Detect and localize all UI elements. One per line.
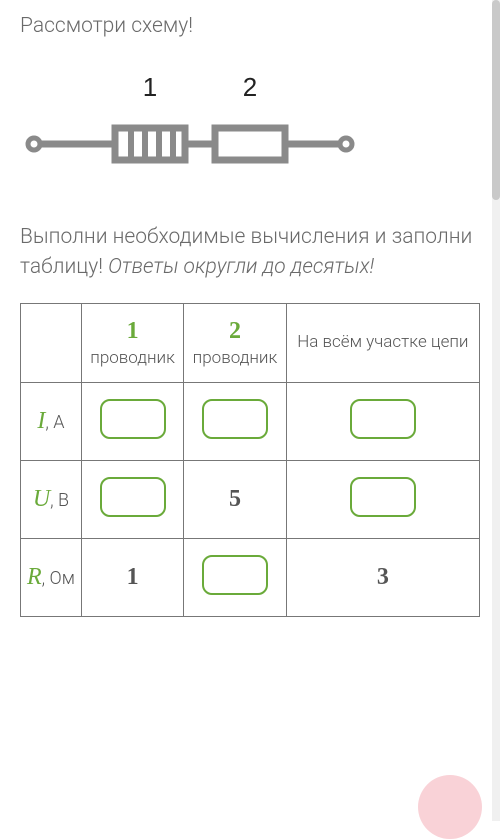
cell-U-2: 5 bbox=[184, 460, 286, 538]
input-U-3[interactable] bbox=[350, 477, 416, 517]
header-col-2-sub: проводник bbox=[190, 348, 279, 368]
cell-I-1 bbox=[81, 382, 183, 460]
symbol-U: U bbox=[33, 486, 50, 512]
resistor-1-label: 1 bbox=[143, 72, 157, 102]
resistor-2-label: 2 bbox=[243, 72, 257, 102]
cell-U-3 bbox=[286, 460, 479, 538]
terminal-left-icon bbox=[28, 138, 40, 150]
circuit-diagram: 1 2 bbox=[20, 68, 480, 182]
row-label-I: I, А bbox=[21, 382, 82, 460]
circuit-svg: 1 2 bbox=[20, 68, 360, 178]
content-area: Рассмотри схему! 1 2 Вы bbox=[0, 0, 500, 637]
input-R-2[interactable] bbox=[202, 555, 268, 595]
header-col-2-num: 2 bbox=[190, 318, 279, 345]
input-I-2[interactable] bbox=[202, 399, 268, 439]
scrollbar-thumb[interactable] bbox=[492, 0, 500, 200]
cell-U-1 bbox=[81, 460, 183, 538]
cell-I-3 bbox=[286, 382, 479, 460]
header-col-1-num: 1 bbox=[88, 318, 177, 345]
input-I-1[interactable] bbox=[100, 399, 166, 439]
row-label-R: R, Ом bbox=[21, 538, 82, 616]
row-label-U: U, В bbox=[21, 460, 82, 538]
floating-button[interactable] bbox=[418, 775, 482, 839]
instruction-italic: Ответы округли до десятых! bbox=[108, 255, 374, 279]
scrollbar-track[interactable] bbox=[492, 0, 500, 821]
table-header-row: 1 проводник 2 проводник На всём участке … bbox=[21, 303, 480, 382]
header-col-3: На всём участке цепи bbox=[286, 303, 479, 382]
header-corner bbox=[21, 303, 82, 382]
input-U-1[interactable] bbox=[100, 477, 166, 517]
input-I-3[interactable] bbox=[350, 399, 416, 439]
header-col-2: 2 проводник bbox=[184, 303, 286, 382]
data-table: 1 проводник 2 проводник На всём участке … bbox=[20, 303, 480, 617]
terminal-right-icon bbox=[340, 138, 352, 150]
cell-I-2 bbox=[184, 382, 286, 460]
unit-U: , В bbox=[50, 490, 69, 511]
heading-text: Рассмотри схему! bbox=[20, 14, 480, 38]
table-row-R: R, Ом 1 3 bbox=[21, 538, 480, 616]
value-R-3: 3 bbox=[377, 564, 389, 590]
header-col-1-sub: проводник bbox=[88, 348, 177, 368]
table-row-I: I, А bbox=[21, 382, 480, 460]
table-row-U: U, В 5 bbox=[21, 460, 480, 538]
cell-R-1: 1 bbox=[81, 538, 183, 616]
header-col-1: 1 проводник bbox=[81, 303, 183, 382]
value-U-2: 5 bbox=[229, 486, 241, 512]
resistor-2-icon bbox=[215, 128, 285, 160]
unit-R: , Ом bbox=[42, 568, 75, 589]
instruction-text: Выполни необходимые вычисления и заполни… bbox=[20, 222, 480, 283]
symbol-R: R bbox=[27, 564, 42, 590]
value-R-1: 1 bbox=[127, 564, 139, 590]
unit-I: , А bbox=[45, 412, 64, 433]
cell-R-2 bbox=[184, 538, 286, 616]
cell-R-3: 3 bbox=[286, 538, 479, 616]
